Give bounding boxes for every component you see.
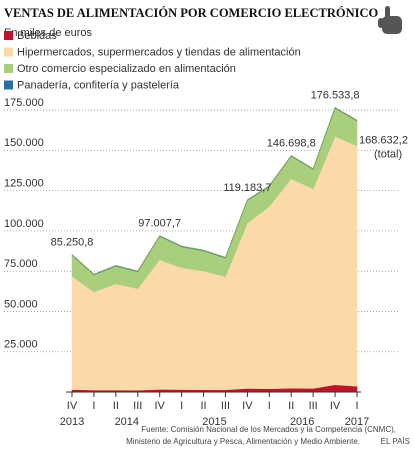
year-label: 2015	[202, 416, 226, 428]
legend-label: Panadería, confitería y pastelería	[17, 79, 180, 91]
total-note: (total)	[374, 148, 402, 160]
x-tick-label: III	[133, 400, 142, 412]
x-tick-label: I	[92, 400, 95, 412]
value-label: 85.250,8	[51, 237, 94, 249]
y-tick-label: 75.000	[4, 258, 38, 270]
x-tick-label: I	[355, 400, 358, 412]
chart-subtitle: En miles de euros	[4, 27, 93, 39]
value-label: 168.632,2	[359, 134, 408, 146]
x-tick-label: I	[180, 400, 183, 412]
y-tick-label: 50.000	[4, 298, 38, 310]
value-label: 119.183,7	[223, 182, 271, 194]
value-label: 97.007,7	[138, 218, 181, 230]
y-tick-label: 125.000	[4, 178, 44, 190]
x-tick-label: IV	[242, 400, 253, 412]
x-tick-label: II	[200, 400, 206, 412]
legend-swatch	[4, 31, 13, 40]
total-line	[71, 106, 358, 275]
source-line: Ministerio de Agricultura y Pesca, Alime…	[126, 437, 360, 446]
year-label: 2013	[60, 416, 84, 428]
x-tick-label: IV	[67, 400, 78, 412]
x-tick-label: IV	[330, 400, 341, 412]
year-label: 2017	[345, 416, 369, 428]
y-tick-label: 150.000	[4, 137, 44, 149]
touch-icon	[378, 6, 402, 34]
chart-title: VENTAS DE ALIMENTACIÓN POR COMERCIO ELEC…	[4, 6, 379, 20]
source-line: Fuente: Comisión Nacional de los Mercado…	[141, 425, 396, 434]
legend-label: Bebidas	[17, 30, 57, 42]
y-tick-label: 175.000	[4, 97, 44, 109]
credit: EL PAÍS	[381, 437, 410, 446]
x-tick-label: IV	[154, 400, 165, 412]
legend-swatch	[4, 80, 13, 90]
year-label: 2016	[290, 416, 314, 428]
legend-swatch	[4, 47, 13, 57]
x-tick-label: I	[268, 400, 271, 412]
x-tick-label: II	[288, 400, 294, 412]
x-tick-label: II	[113, 400, 119, 412]
legend-label: Hipermercados, supermercados y tiendas d…	[17, 46, 301, 58]
legend-label: Otro comercio especializado en alimentac…	[17, 63, 236, 75]
year-label: 2014	[115, 416, 139, 428]
y-tick-label: 25.000	[4, 339, 38, 351]
legend-swatch	[4, 64, 13, 73]
y-tick-label: 100.000	[4, 218, 44, 230]
x-tick-label: III	[309, 400, 318, 412]
value-label: 176.533,8	[311, 90, 360, 102]
x-tick-label: III	[221, 400, 230, 412]
value-label: 146.698,8	[267, 138, 316, 150]
